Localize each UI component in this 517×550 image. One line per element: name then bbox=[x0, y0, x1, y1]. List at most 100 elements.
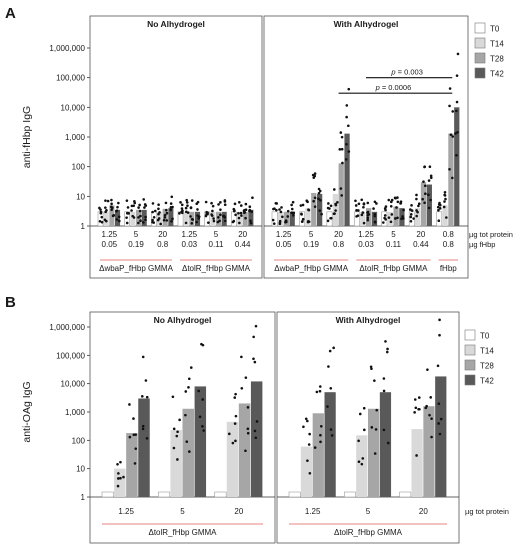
data-point bbox=[275, 208, 278, 212]
bar bbox=[393, 206, 399, 226]
x-tick-tot-protein: 5 bbox=[309, 230, 314, 239]
data-point bbox=[100, 215, 104, 219]
data-point bbox=[436, 364, 440, 368]
data-point bbox=[185, 201, 189, 204]
data-point bbox=[373, 452, 377, 455]
bar bbox=[115, 209, 121, 226]
data-point bbox=[354, 204, 358, 207]
x-tick-fhbp: 0.19 bbox=[128, 240, 144, 249]
data-point bbox=[382, 377, 386, 380]
data-point bbox=[430, 435, 433, 439]
x-tick-tot-protein: 20 bbox=[238, 230, 247, 239]
bar bbox=[170, 430, 182, 497]
data-point bbox=[347, 150, 351, 153]
data-point bbox=[180, 203, 184, 207]
bar bbox=[356, 435, 368, 497]
data-point bbox=[117, 201, 120, 205]
data-point bbox=[211, 209, 214, 213]
data-point bbox=[251, 196, 254, 199]
data-point bbox=[111, 214, 115, 218]
legend-swatch bbox=[474, 52, 486, 64]
data-point bbox=[128, 435, 132, 439]
data-point bbox=[389, 205, 393, 208]
data-point bbox=[301, 203, 305, 207]
data-point bbox=[409, 215, 413, 219]
x-tick-fhbp: 0.03 bbox=[182, 240, 198, 249]
data-point bbox=[170, 219, 173, 223]
data-point bbox=[186, 204, 189, 207]
data-point bbox=[255, 420, 259, 423]
data-point bbox=[362, 406, 366, 410]
data-point bbox=[373, 214, 377, 218]
data-point bbox=[227, 432, 231, 436]
data-point bbox=[372, 207, 375, 210]
data-point bbox=[334, 209, 337, 212]
data-point bbox=[211, 204, 215, 208]
data-point bbox=[210, 201, 213, 205]
significance-label: p = 0.003 bbox=[390, 68, 423, 77]
data-point bbox=[292, 214, 295, 217]
data-point bbox=[360, 462, 364, 466]
data-point bbox=[334, 202, 337, 206]
data-point bbox=[437, 422, 440, 425]
data-point bbox=[436, 205, 440, 209]
data-point bbox=[190, 199, 194, 202]
data-point bbox=[223, 203, 227, 207]
data-point bbox=[133, 200, 136, 203]
data-point bbox=[200, 342, 203, 346]
data-point bbox=[152, 215, 156, 219]
data-point bbox=[354, 199, 357, 203]
data-point bbox=[424, 406, 428, 410]
bar bbox=[283, 211, 289, 226]
data-point bbox=[125, 199, 129, 202]
data-point bbox=[336, 201, 339, 204]
data-point bbox=[246, 427, 250, 431]
data-point bbox=[109, 205, 113, 209]
data-point bbox=[116, 462, 119, 466]
data-point bbox=[137, 206, 140, 209]
data-point bbox=[430, 417, 433, 420]
bar bbox=[194, 386, 207, 497]
data-point bbox=[178, 212, 181, 215]
data-point bbox=[163, 213, 167, 217]
data-point bbox=[327, 365, 330, 368]
data-point bbox=[448, 104, 451, 108]
bar bbox=[277, 211, 284, 226]
data-point bbox=[439, 417, 443, 421]
data-point bbox=[125, 221, 129, 225]
data-point bbox=[400, 217, 403, 221]
data-point bbox=[252, 335, 255, 339]
data-point bbox=[437, 203, 441, 206]
data-point bbox=[308, 432, 311, 436]
data-point bbox=[131, 214, 134, 218]
subpanel-frame bbox=[89, 311, 276, 544]
data-point bbox=[427, 206, 431, 210]
data-point bbox=[302, 425, 305, 429]
data-point bbox=[386, 441, 390, 445]
data-point bbox=[292, 211, 296, 215]
data-point bbox=[116, 205, 119, 209]
bar bbox=[226, 421, 239, 497]
data-point bbox=[196, 214, 199, 217]
data-point bbox=[358, 412, 362, 416]
data-point bbox=[396, 200, 400, 204]
bar bbox=[183, 211, 189, 226]
data-point bbox=[328, 349, 332, 353]
data-point bbox=[240, 387, 244, 390]
data-point bbox=[307, 208, 311, 212]
data-point bbox=[401, 215, 404, 218]
data-point bbox=[313, 196, 317, 200]
group-label: ΔwbaP_fHbp GMMA bbox=[274, 264, 348, 273]
x-tick-tot-protein: 20 bbox=[419, 507, 428, 516]
bar bbox=[442, 205, 448, 226]
data-point bbox=[189, 215, 192, 218]
data-point bbox=[234, 439, 237, 443]
data-point bbox=[190, 221, 194, 225]
subpanel-frame bbox=[276, 311, 460, 544]
legend-swatch bbox=[464, 374, 476, 386]
data-point bbox=[144, 218, 147, 222]
data-point bbox=[339, 131, 343, 134]
data-point bbox=[409, 213, 413, 216]
data-point bbox=[219, 208, 222, 211]
data-point bbox=[244, 202, 248, 206]
